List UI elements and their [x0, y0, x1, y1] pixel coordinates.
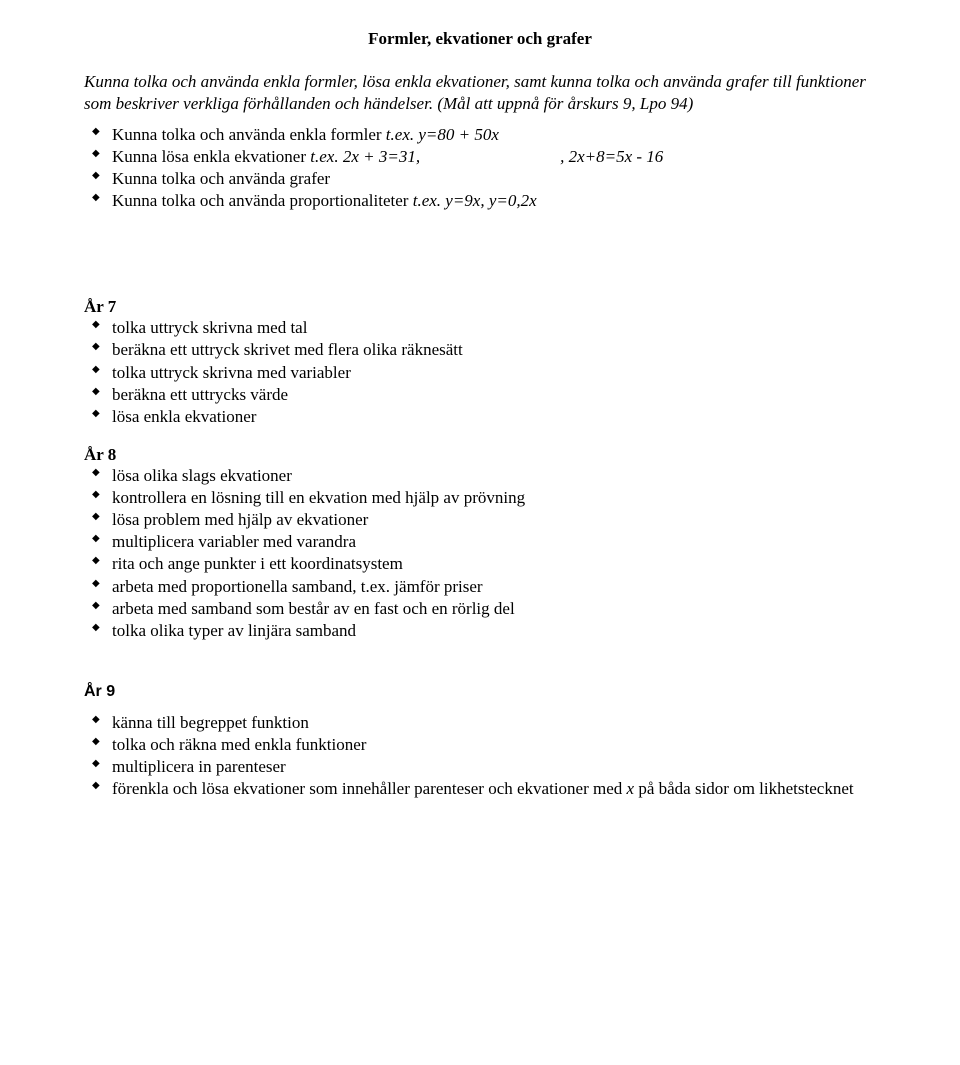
list-item-text: arbeta med proportionella samband, — [112, 577, 361, 596]
list-item: förenkla och lösa ekvationer som innehål… — [84, 778, 876, 800]
page-title: Formler, ekvationer och grafer — [84, 28, 876, 49]
list-item-text: tolka uttryck skrivna med variabler — [112, 363, 351, 382]
list-item-text: känna till begreppet funktion — [112, 713, 309, 732]
list-item-example-right: , 2x+8=5x - 16 — [560, 146, 663, 168]
list-item: tolka uttryck skrivna med variabler — [84, 362, 876, 384]
list-item-text: förenkla och lösa ekvationer som innehål… — [112, 779, 627, 798]
year8-list: lösa olika slags ekvationer kontrollera … — [84, 465, 876, 642]
list-item-text: multiplicera variabler med varandra — [112, 532, 356, 551]
list-item: lösa enkla ekvationer — [84, 406, 876, 428]
document-page: Formler, ekvationer och grafer Kunna tol… — [0, 0, 960, 1065]
list-item: arbeta med proportionella samband, t.ex.… — [84, 576, 876, 598]
list-item: multiplicera variabler med varandra — [84, 531, 876, 553]
list-item: tolka och räkna med enkla funktioner — [84, 734, 876, 756]
year7-list: tolka uttryck skrivna med tal beräkna et… — [84, 317, 876, 427]
list-item-text: Kunna tolka och använda grafer — [112, 169, 330, 188]
list-item: beräkna ett uttrycks värde — [84, 384, 876, 406]
list-item: Kunna tolka och använda grafer — [84, 168, 876, 190]
list-item: lösa problem med hjälp av ekvationer — [84, 509, 876, 531]
year7-heading: År 7 — [84, 296, 876, 317]
list-item-text: lösa problem med hjälp av ekvationer — [112, 510, 368, 529]
list-item-example: t.ex. y=9x, y=0,2x — [413, 191, 537, 210]
list-item-text: tolka uttryck skrivna med tal — [112, 318, 307, 337]
year8-heading: År 8 — [84, 444, 876, 465]
list-item-text: arbeta med samband som består av en fast… — [112, 599, 515, 618]
intro-paragraph: Kunna tolka och använda enkla formler, l… — [84, 71, 876, 114]
list-item-text: multiplicera in parenteser — [112, 757, 286, 776]
list-item: lösa olika slags ekvationer — [84, 465, 876, 487]
year9-list: känna till begreppet funktion tolka och … — [84, 712, 876, 800]
list-item-text: Kunna tolka och använda enkla formler — [112, 125, 386, 144]
list-item: beräkna ett uttryck skrivet med flera ol… — [84, 339, 876, 361]
list-item: rita och ange punkter i ett koordinatsys… — [84, 553, 876, 575]
list-item-text-cont: på båda sidor om likhetstecknet — [634, 779, 854, 798]
list-item-text: lösa enkla ekvationer — [112, 407, 256, 426]
list-item-example: t.ex. y=80 + 50x — [386, 125, 499, 144]
list-item: tolka uttryck skrivna med tal — [84, 317, 876, 339]
top-list: Kunna tolka och använda enkla formler t.… — [84, 124, 876, 212]
year9-heading: År 9 — [84, 682, 876, 702]
list-item-text: lösa olika slags ekvationer — [112, 466, 292, 485]
list-item: Kunna lösa enkla ekvationer t.ex. 2x + 3… — [84, 146, 876, 168]
list-item-example: t.ex. 2x + 3=31, — [310, 147, 420, 166]
list-item-text: Kunna tolka och använda proportionalitet… — [112, 191, 413, 210]
list-item: kontrollera en lösning till en ekvation … — [84, 487, 876, 509]
list-item-variable: x — [627, 779, 635, 798]
list-item-text: kontrollera en lösning till en ekvation … — [112, 488, 525, 507]
list-item: känna till begreppet funktion — [84, 712, 876, 734]
list-item: tolka olika typer av linjära samband — [84, 620, 876, 642]
list-item-example: t.ex. jämför priser — [361, 577, 483, 596]
list-item-text: tolka och räkna med enkla funktioner — [112, 735, 366, 754]
list-item-text: beräkna ett uttryck skrivet med flera ol… — [112, 340, 463, 359]
list-item-text: beräkna ett uttrycks värde — [112, 385, 288, 404]
list-item: Kunna tolka och använda proportionalitet… — [84, 190, 876, 212]
list-item-text: Kunna lösa enkla ekvationer — [112, 147, 310, 166]
list-item: multiplicera in parenteser — [84, 756, 876, 778]
list-item: Kunna tolka och använda enkla formler t.… — [84, 124, 876, 146]
list-item: arbeta med samband som består av en fast… — [84, 598, 876, 620]
list-item-text: rita och ange punkter i ett koordinatsys… — [112, 554, 403, 573]
list-item-text: tolka olika typer av linjära samband — [112, 621, 356, 640]
